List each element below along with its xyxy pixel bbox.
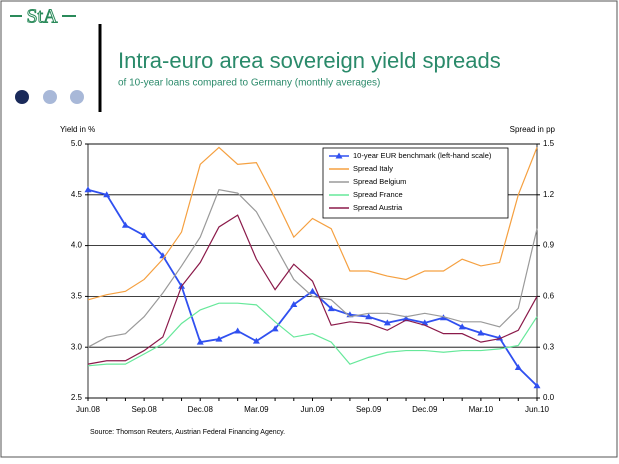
legend-box	[322, 147, 509, 219]
y2-tick-label: 1.2	[543, 190, 555, 199]
legend-label: 10-year EUR benchmark (left-hand scale)	[353, 151, 492, 160]
x-tick-label: Sep.08	[131, 405, 157, 414]
y2-tick-label: 1.5	[543, 139, 555, 148]
marker	[309, 287, 316, 294]
marker	[103, 191, 111, 198]
y-axis-label: Yield in %	[60, 125, 95, 134]
marker	[458, 323, 466, 330]
legend-marker	[335, 152, 343, 159]
x-tick-label: Jun.10	[525, 405, 550, 414]
chart-subtitle: of 10-year loans compared to Germany (mo…	[118, 78, 380, 89]
y2-tick-label: 0.9	[543, 241, 555, 250]
x-tick-label: Mar.09	[244, 405, 269, 414]
y2-tick-label: 0.0	[543, 393, 555, 402]
y-tick-label: 3.5	[71, 292, 83, 301]
logo: StA	[26, 6, 58, 28]
marker	[271, 325, 279, 332]
x-tick-label: Jun.09	[300, 405, 325, 414]
y2-tick-label: 0.6	[543, 292, 555, 301]
series-line	[87, 189, 538, 348]
dot	[70, 90, 84, 104]
marker	[196, 338, 204, 345]
y2-axis-label: Spread in pp	[510, 125, 556, 134]
y-tick-label: 4.0	[71, 241, 83, 250]
marker	[215, 335, 223, 342]
x-tick-label: Dec.09	[412, 405, 438, 414]
y-tick-label: 5.0	[71, 139, 83, 148]
marker	[365, 313, 373, 320]
x-tick-label: Dec.08	[188, 405, 214, 414]
marker	[402, 315, 410, 322]
legend-label: Spread Italy	[353, 164, 393, 173]
dot	[15, 90, 29, 104]
x-tick-label: Mar.10	[469, 405, 494, 414]
marker	[477, 329, 485, 336]
marker	[234, 327, 242, 334]
chart-title: Intra-euro area sovereign yield spreads	[118, 48, 501, 73]
x-tick-label: Jun.08	[76, 405, 101, 414]
dot	[43, 90, 57, 104]
y-tick-label: 3.0	[71, 342, 83, 351]
marker	[383, 319, 391, 326]
marker	[84, 186, 92, 193]
series-line	[87, 302, 538, 367]
y-tick-label: 4.5	[71, 190, 83, 199]
legend-label: Spread Austria	[353, 203, 403, 212]
y2-tick-label: 0.3	[543, 342, 555, 351]
marker	[421, 319, 429, 326]
marker	[290, 301, 298, 308]
marker	[327, 305, 335, 312]
series-line	[87, 214, 538, 365]
marker	[252, 337, 260, 344]
marker	[514, 364, 522, 371]
legend-label: Spread Belgium	[353, 177, 406, 186]
source: Source: Thomson Reuters, Austrian Federa…	[90, 429, 285, 436]
x-tick-label: Sep.09	[356, 405, 382, 414]
series-line	[87, 146, 538, 301]
legend-label: Spread France	[353, 190, 403, 199]
marker	[140, 231, 148, 238]
y-tick-label: 2.5	[71, 393, 83, 402]
marker	[533, 382, 541, 389]
marker	[121, 221, 129, 228]
